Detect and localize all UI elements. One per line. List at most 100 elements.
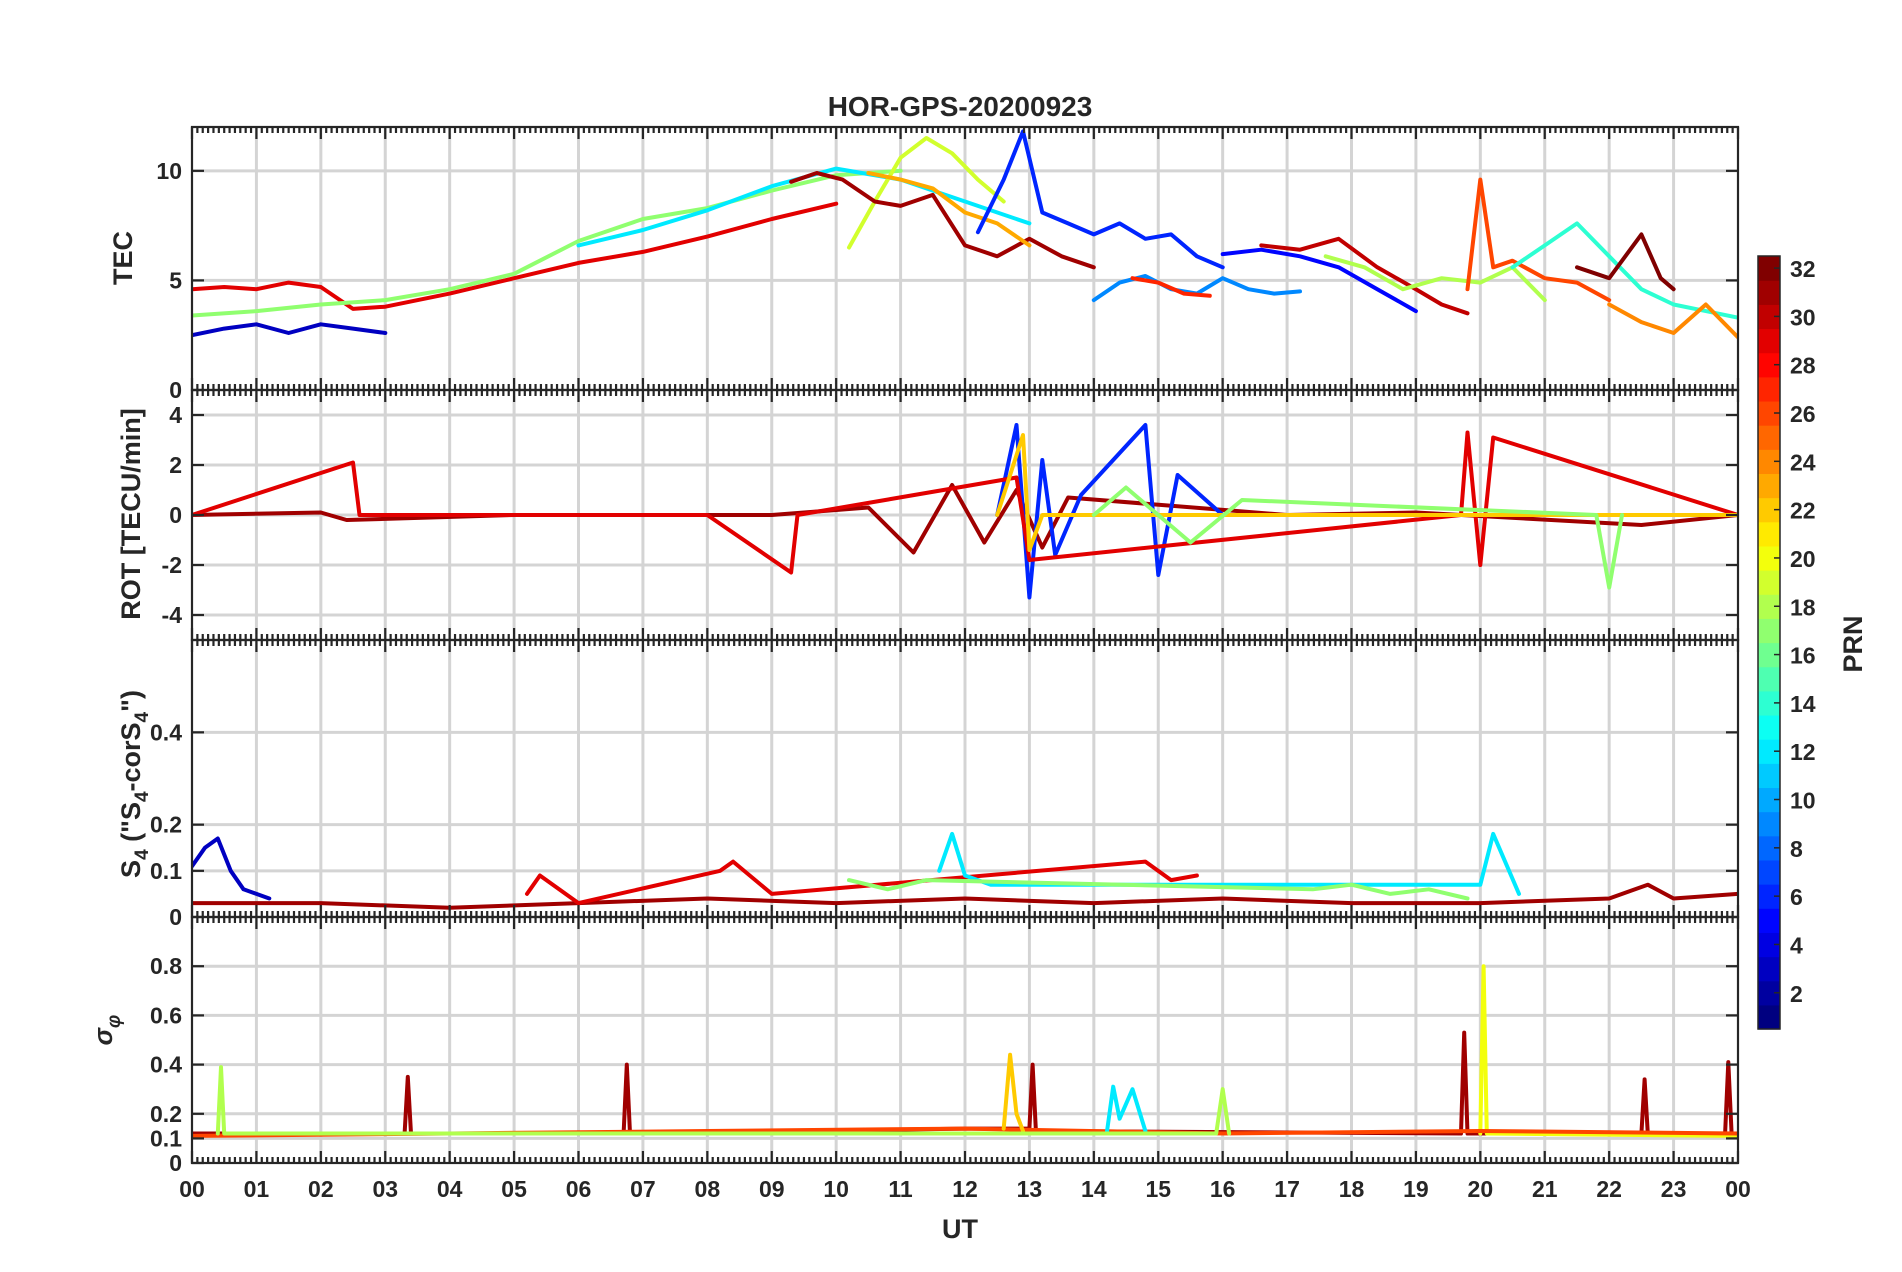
colorbar-swatch-prn-8 [1758, 835, 1780, 861]
colorbar-frame [1757, 255, 1781, 1030]
tec-y-tick-label: 5 [169, 267, 182, 293]
colorbar-swatch-prn-23 [1758, 473, 1780, 499]
tec-series-prn-6 [975, 129, 1225, 270]
sigma-phi-y-label-sub: φ [104, 1015, 125, 1028]
colorbar-swatch-prn-25 [1758, 425, 1780, 450]
sigma_phi-series-group [192, 964, 1738, 1138]
s4-series-prn-31 [192, 882, 1738, 910]
rot-series-group [192, 423, 1738, 600]
colorbar-swatch-prn-27 [1758, 376, 1780, 402]
panel-tec: 0 5 10 [156, 125, 1740, 403]
colorbar-tick-label: 28 [1790, 353, 1816, 379]
colorbar-tick-label: 30 [1790, 304, 1816, 330]
tec-y-label: TEC [108, 231, 138, 285]
s4-y-tick-label: 0.2 [150, 812, 182, 838]
panel-sigma_phi: 00.10.2 0.4 0.6 0.8 [150, 915, 1740, 1176]
rot-series-prn-17 [1091, 485, 1624, 590]
colorbar-swatch-prn-32 [1758, 256, 1780, 281]
colorbar-swatch-prn-30 [1758, 304, 1780, 330]
x-tick-label: 12 [952, 1176, 978, 1202]
colorbar-swatch-prn-28 [1758, 352, 1780, 378]
colorbar-tick-label: 18 [1790, 594, 1816, 620]
s4-series-prn-17 [847, 878, 1470, 901]
colorbar-swatch-prn-3 [1758, 956, 1780, 982]
sigma_phi-y-tick-label: 0 [169, 1150, 182, 1176]
x-tick-label: 17 [1274, 1176, 1300, 1202]
x-tick-label: 15 [1145, 1176, 1171, 1202]
tec-series-prn-5 [1220, 247, 1418, 314]
sigma_phi-series-prn-20 [1478, 964, 1738, 1138]
rot-series-prn-29 [192, 430, 1738, 575]
rot-y-label: ROT [TECU/min] [116, 408, 146, 619]
colorbar-swatch-prn-29 [1758, 328, 1780, 354]
colorbar-swatch-prn-15 [1758, 666, 1780, 692]
x-tick-label: 19 [1403, 1176, 1429, 1202]
tec-y-tick-label: 0 [169, 377, 182, 403]
colorbar-swatch-prn-31 [1758, 280, 1780, 305]
colorbar-swatch-prn-22 [1758, 497, 1780, 523]
colorbar-swatch-prn-2 [1758, 980, 1780, 1006]
tec-series-prn-29 [192, 201, 839, 311]
s4-series-prn-29 [525, 859, 1199, 906]
x-tick-label: 09 [759, 1176, 785, 1202]
s4-y-tick-label: 0 [169, 904, 182, 930]
colorbar-tick-label: 8 [1790, 836, 1803, 862]
s4-y-label-sub: 4 [132, 849, 153, 860]
tec-series-prn-3 [192, 322, 388, 338]
x-tick-label: 22 [1596, 1176, 1622, 1202]
s4-y-label-sub2: 4 [132, 791, 153, 802]
rot-series-prn-22 [995, 433, 1738, 552]
tec-series-prn-32 [1575, 232, 1676, 292]
s4-y-label-prefix: ("S [116, 802, 146, 849]
colorbar-swatch-prn-11 [1758, 763, 1780, 789]
s4-y-tick-label: 0.4 [150, 719, 182, 745]
tec-series-prn-17 [192, 168, 903, 318]
x-tick-label: 00 [1725, 1176, 1751, 1202]
s4-series-prn-12 [937, 831, 1521, 896]
colorbar-swatch-prn-9 [1758, 811, 1780, 837]
sigma_phi-frame [190, 915, 1740, 1165]
x-tick-label: 20 [1468, 1176, 1494, 1202]
tec-series-prn-24 [1607, 302, 1738, 340]
colorbar-swatch-prn-24 [1758, 449, 1780, 475]
colorbar-swatch-prn-14 [1758, 690, 1780, 716]
colorbar-swatch-prn-6 [1758, 884, 1780, 909]
x-tick-label: 16 [1210, 1176, 1236, 1202]
sigma-phi-y-label: σφ [88, 1015, 125, 1046]
colorbar-swatch-prn-17 [1758, 618, 1780, 644]
x-tick-label: 23 [1661, 1176, 1687, 1202]
colorbar-tick-label: 4 [1790, 932, 1803, 958]
colorbar-swatch-prn-10 [1758, 787, 1780, 813]
x-tick-label: 03 [372, 1176, 398, 1202]
rot-y-tick-label: -4 [162, 602, 183, 628]
tec-series-prn-31 [789, 171, 1096, 270]
x-tick-label: 10 [823, 1176, 849, 1202]
colorbar-swatch-prn-7 [1758, 859, 1780, 885]
tec-series-group [192, 129, 1738, 340]
colorbar-tick-label: 16 [1790, 643, 1816, 669]
colorbar-label: PRN [1838, 615, 1868, 672]
x-tick-label: 01 [244, 1176, 270, 1202]
rot-y-tick-label: 0 [169, 502, 182, 528]
colorbar-tick-label: 26 [1790, 401, 1816, 427]
sigma_phi-y-tick-label: 0.1 [150, 1125, 182, 1151]
sigma_phi-y-tick-label: 0.8 [150, 953, 182, 979]
sigma_phi-series-prn-12 [1104, 1084, 1148, 1136]
colorbar-tick-label: 14 [1790, 691, 1816, 717]
s4-series-group [192, 831, 1738, 910]
panel-rot: -4 -2 0 2 4 [162, 388, 1740, 642]
tec-y-tick-label: 10 [156, 158, 182, 184]
colorbar-tick-label: 22 [1790, 498, 1816, 524]
x-tick-label: 00 [179, 1176, 205, 1202]
s4-y-label-sub3: 4 [132, 711, 153, 722]
rot-y-tick-label: 4 [169, 402, 182, 428]
x-tick-label: 11 [888, 1176, 913, 1202]
colorbar-tick-label: 12 [1790, 739, 1816, 765]
x-tick-label: 04 [437, 1176, 463, 1202]
sigma_phi-y-tick-label: 0.4 [150, 1052, 182, 1078]
s4-y-label-main: S [116, 860, 146, 878]
sigma_phi-y-tick-label: 0.2 [150, 1101, 182, 1127]
